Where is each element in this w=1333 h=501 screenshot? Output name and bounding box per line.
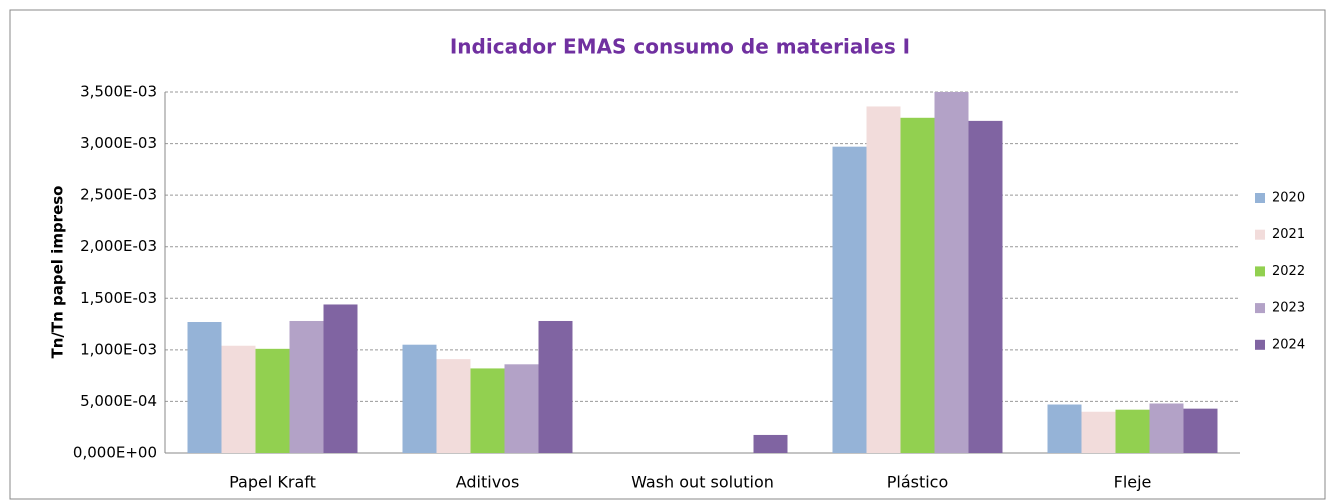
legend-label: 2023 bbox=[1272, 301, 1305, 316]
bar bbox=[1115, 409, 1150, 453]
chart-title: Indicador EMAS consumo de materiales I bbox=[450, 35, 910, 59]
bar bbox=[900, 117, 935, 454]
y-tick-label: 3,500E-03 bbox=[80, 83, 157, 101]
y-tick-label: 1,000E-03 bbox=[80, 340, 157, 358]
legend-swatch bbox=[1255, 229, 1265, 240]
y-tick-label: 2,000E-03 bbox=[80, 237, 157, 255]
bar bbox=[187, 322, 222, 453]
bar bbox=[866, 106, 901, 453]
y-tick-label: 2,500E-03 bbox=[80, 186, 157, 204]
legend-label: 2020 bbox=[1272, 191, 1305, 206]
y-tick-label: 3,000E-03 bbox=[80, 134, 157, 152]
bar bbox=[289, 320, 324, 453]
bar bbox=[1081, 411, 1116, 453]
x-tick-label: Plástico bbox=[887, 473, 949, 492]
bar bbox=[832, 146, 867, 453]
y-tick-label: 0,000E+00 bbox=[73, 444, 157, 462]
y-tick-label: 1,500E-03 bbox=[80, 289, 157, 307]
x-tick-label: Aditivos bbox=[456, 473, 520, 492]
bar bbox=[753, 434, 788, 453]
y-tick-label: 5,000E-04 bbox=[80, 392, 157, 410]
x-tick-label: Papel Kraft bbox=[229, 473, 316, 492]
x-tick-label: Wash out solution bbox=[631, 473, 774, 492]
legend-label: 2024 bbox=[1272, 337, 1305, 352]
bar bbox=[402, 344, 437, 453]
bar bbox=[1149, 403, 1184, 453]
bar bbox=[968, 120, 1003, 453]
bar bbox=[538, 320, 573, 453]
bar bbox=[934, 92, 969, 453]
y-axis-label: Tn/Tn papel impreso bbox=[49, 186, 67, 359]
bar bbox=[1047, 404, 1082, 453]
bar bbox=[504, 364, 539, 453]
legend-label: 2022 bbox=[1272, 264, 1305, 279]
legend-swatch bbox=[1255, 193, 1265, 203]
legend-swatch bbox=[1255, 339, 1265, 350]
bar bbox=[436, 359, 471, 453]
legend-label: 2021 bbox=[1272, 227, 1305, 242]
x-tick-label: Fleje bbox=[1114, 473, 1152, 492]
legend-swatch bbox=[1255, 303, 1265, 314]
bar bbox=[470, 368, 505, 453]
legend-swatch bbox=[1255, 266, 1265, 277]
bar bbox=[323, 304, 358, 453]
bar bbox=[221, 345, 256, 453]
bar bbox=[1183, 408, 1218, 453]
bar bbox=[255, 348, 290, 453]
